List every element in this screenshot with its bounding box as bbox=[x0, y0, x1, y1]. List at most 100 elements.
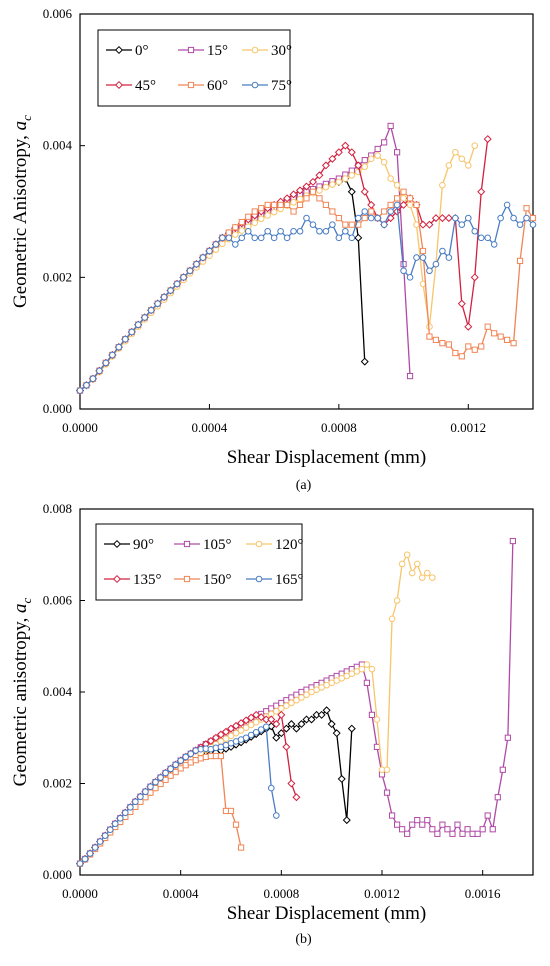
data-point bbox=[458, 353, 465, 360]
data-point bbox=[288, 699, 295, 707]
data-point bbox=[464, 162, 472, 169]
data-point bbox=[283, 697, 290, 704]
data-point bbox=[419, 821, 426, 828]
data-point bbox=[137, 793, 144, 801]
data-point bbox=[147, 789, 154, 796]
data-point bbox=[232, 231, 239, 238]
series-line bbox=[79, 712, 298, 865]
y-tick-label: 0.004 bbox=[43, 684, 73, 699]
data-point bbox=[232, 721, 241, 730]
data-point bbox=[497, 214, 504, 222]
data-point bbox=[478, 343, 485, 350]
x-tick-label: 0.0016 bbox=[465, 886, 501, 901]
data-point bbox=[426, 267, 433, 275]
data-point bbox=[408, 569, 416, 577]
data-point bbox=[449, 830, 456, 837]
data-point bbox=[529, 214, 537, 222]
data-point bbox=[464, 322, 473, 331]
data-point bbox=[354, 214, 362, 222]
data-point bbox=[273, 707, 280, 715]
data-point bbox=[89, 375, 97, 383]
data-point bbox=[348, 234, 356, 242]
data-point bbox=[247, 713, 256, 722]
data-point bbox=[278, 699, 285, 707]
data-point bbox=[439, 340, 446, 347]
data-point bbox=[341, 141, 350, 150]
data-point bbox=[361, 163, 369, 171]
legend-label: 105° bbox=[203, 537, 232, 553]
legend-marker bbox=[183, 575, 191, 583]
data-point bbox=[237, 727, 245, 734]
data-point bbox=[444, 214, 453, 223]
data-point bbox=[424, 569, 431, 577]
series-line bbox=[79, 203, 534, 392]
data-point bbox=[122, 809, 129, 817]
data-point bbox=[298, 694, 305, 701]
legend-label: 120° bbox=[275, 537, 304, 553]
data-point bbox=[106, 826, 114, 834]
data-point bbox=[489, 826, 496, 833]
data-point bbox=[101, 832, 109, 839]
data-point bbox=[182, 753, 189, 761]
data-point bbox=[193, 260, 200, 268]
data-point bbox=[288, 694, 295, 701]
plot-frame bbox=[79, 13, 534, 410]
data-point bbox=[315, 171, 324, 180]
data-point bbox=[394, 195, 401, 202]
legend-item: 90° bbox=[104, 537, 154, 553]
y-axis-title: Geometric Anisotropy, ac bbox=[10, 115, 34, 308]
chart-panel-a: 0.000 0.002 0.004 0.006 0.0000 0.0004 0.0008 0.… bbox=[10, 6, 537, 468]
data-point bbox=[403, 551, 411, 559]
series-line bbox=[79, 755, 242, 865]
data-point bbox=[116, 814, 124, 822]
data-point bbox=[509, 537, 516, 545]
data-point bbox=[445, 162, 453, 169]
data-point bbox=[187, 759, 194, 766]
legend-marker bbox=[255, 575, 263, 583]
data-point bbox=[368, 208, 375, 215]
data-point bbox=[335, 214, 342, 222]
data-point bbox=[458, 221, 466, 228]
data-point bbox=[484, 812, 491, 819]
data-point bbox=[398, 560, 406, 568]
legend-marker bbox=[114, 45, 124, 55]
legend-label: 45° bbox=[135, 78, 156, 94]
data-point bbox=[186, 267, 194, 275]
data-point bbox=[438, 214, 447, 223]
series-4 bbox=[76, 752, 245, 867]
y-tick-label: 0.000 bbox=[43, 867, 72, 882]
data-point bbox=[252, 728, 260, 736]
data-point bbox=[503, 201, 511, 209]
data-point bbox=[172, 768, 179, 776]
data-point bbox=[342, 221, 349, 228]
x-tick-label: 0.0004 bbox=[163, 886, 199, 901]
data-point bbox=[458, 155, 466, 163]
series-0 bbox=[75, 174, 369, 395]
data-point bbox=[444, 826, 451, 833]
series-0 bbox=[75, 706, 356, 868]
data-point bbox=[262, 723, 270, 731]
data-point bbox=[347, 148, 356, 157]
data-point bbox=[91, 844, 99, 851]
data-point bbox=[264, 201, 271, 209]
data-point bbox=[257, 234, 265, 242]
data-point bbox=[439, 247, 446, 255]
data-point bbox=[419, 254, 427, 261]
data-point bbox=[197, 755, 204, 762]
data-point bbox=[465, 343, 472, 350]
data-point bbox=[374, 145, 381, 153]
legend-item: 120° bbox=[246, 537, 304, 553]
data-point bbox=[348, 171, 356, 179]
data-point bbox=[452, 349, 459, 357]
y-axis-title-subscript: c bbox=[19, 115, 34, 121]
data-point bbox=[245, 213, 252, 220]
data-point bbox=[222, 807, 230, 815]
data-point bbox=[182, 762, 189, 769]
data-point bbox=[406, 372, 414, 380]
data-point bbox=[342, 175, 349, 182]
data-point bbox=[292, 724, 301, 733]
data-point bbox=[335, 234, 343, 242]
x-axis-title: Shear Displacement (mm) bbox=[227, 447, 426, 468]
data-point bbox=[211, 733, 220, 742]
data-point bbox=[445, 341, 452, 348]
